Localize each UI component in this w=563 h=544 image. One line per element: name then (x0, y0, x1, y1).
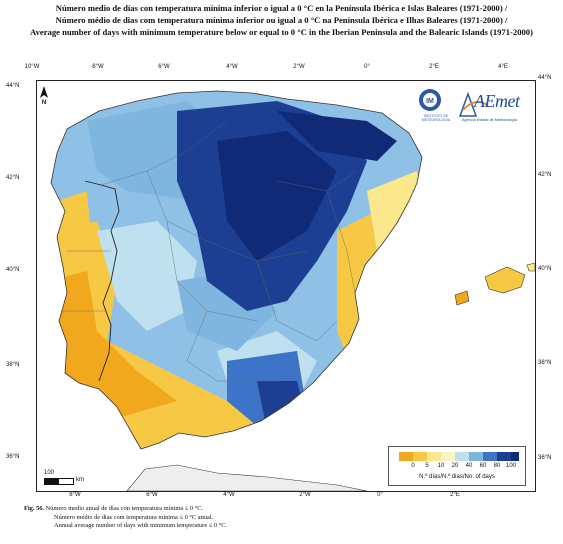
lon-label: 4°E (498, 64, 508, 70)
portugal-spain-border (84, 180, 120, 382)
lon-label: 0° (364, 64, 370, 70)
svg-text:IM: IM (426, 98, 434, 105)
legend-swatch (483, 452, 497, 461)
figure-label: Fig. 56. (24, 505, 45, 512)
legend-tick: 5 (425, 463, 429, 469)
legend-swatch (497, 452, 511, 461)
lat-label: 44°N (538, 75, 552, 81)
lon-label: 2°W (299, 492, 311, 498)
lat-label: 36°N (6, 454, 20, 460)
aemet-logo-text: Agencia Estatal de Meteorología (462, 118, 517, 122)
lat-label: 40°N (6, 267, 20, 273)
lon-label: 2°W (293, 64, 305, 70)
scale-bar-graphic (44, 478, 74, 485)
lon-label: 6°W (158, 64, 170, 70)
lon-label: 0° (377, 492, 383, 498)
lon-label: 6°W (146, 492, 158, 498)
map-title-portuguese: Número médio de dias com temperatura mín… (55, 15, 508, 25)
scale-value: 100 (44, 470, 55, 476)
north-africa-coast (126, 464, 368, 491)
caption-portuguese: Número médio de dias com temperatura mín… (54, 513, 214, 521)
legend-tick: 80 (493, 463, 501, 469)
lat-label: 40°N (538, 266, 552, 272)
figure-caption: Fig. 56. Número medio anual de días con … (24, 505, 544, 531)
legend-swatch (399, 452, 413, 461)
caption-english: Annual average number of days with minim… (54, 522, 228, 529)
caption-spanish: Número medio anual de días con temperatu… (45, 505, 204, 512)
longitude-labels-top: 10°W 8°W 6°W 4°W 2°W 0° 2°E 4°E (0, 64, 563, 76)
legend-swatch (455, 452, 469, 461)
map-title-english: Average number of days with minimum temp… (30, 27, 533, 37)
scale-unit: km (76, 477, 84, 483)
lon-label: 10°W (24, 64, 40, 70)
logos: IM INSTITUTO DE METEOROLOGIA AEmet Agenc… (416, 86, 532, 128)
map-title-spanish: Número medio de días con temperatura mín… (55, 3, 508, 13)
legend-title: N.º días/N.º dias/No. of days (419, 474, 495, 480)
legend: 0 5 10 20 40 60 80 100 N.º días/N.º dias… (388, 446, 526, 486)
legend-tick: 0 (411, 463, 415, 469)
coastline (50, 90, 423, 450)
lon-label: 2°E (429, 64, 439, 70)
map-frame (36, 80, 536, 492)
legend-swatch (511, 452, 519, 461)
legend-swatch (441, 452, 455, 461)
lon-label: 4°W (226, 64, 238, 70)
north-label: N (41, 100, 47, 106)
lat-label: 42°N (6, 175, 20, 181)
lon-label: 8°W (69, 492, 81, 498)
lat-label: 42°N (538, 172, 552, 178)
legend-swatch (427, 452, 441, 461)
legend-tick: 10 (437, 463, 445, 469)
map-title-block: Número medio de días con temperatura mín… (0, 2, 563, 38)
im-logo-icon: IM (419, 89, 441, 111)
mallorca (484, 266, 526, 294)
longitude-labels-bottom: 8°W 6°W 4°W 2°W 0° 2°E (0, 492, 563, 504)
aemet-logo-icon (458, 91, 489, 117)
lon-label: 2°E (450, 492, 460, 498)
lon-label: 4°W (223, 492, 235, 498)
ibiza (454, 290, 470, 306)
iberia-frost-map (50, 90, 535, 491)
legend-tick: 40 (465, 463, 473, 469)
menorca (526, 262, 535, 272)
institution-logos: IM (419, 89, 489, 117)
lat-label: 38°N (6, 362, 20, 368)
north-arrow-icon (40, 86, 48, 98)
legend-swatch (413, 452, 427, 461)
regional-borders (61, 120, 358, 382)
aemet-logo-name: AEmet (474, 91, 520, 111)
im-logo-text: INSTITUTO DE METEOROLOGIA (421, 114, 451, 122)
legend-tick: 20 (451, 463, 459, 469)
lat-label: 38°N (538, 360, 552, 366)
legend-tick: 100 (505, 463, 517, 469)
legend-swatch (469, 452, 483, 461)
lat-label: 44°N (6, 83, 20, 89)
lat-label: 36°N (538, 455, 552, 461)
lon-label: 8°W (92, 64, 104, 70)
legend-tick: 60 (479, 463, 487, 469)
peninsula-fill (51, 91, 422, 449)
